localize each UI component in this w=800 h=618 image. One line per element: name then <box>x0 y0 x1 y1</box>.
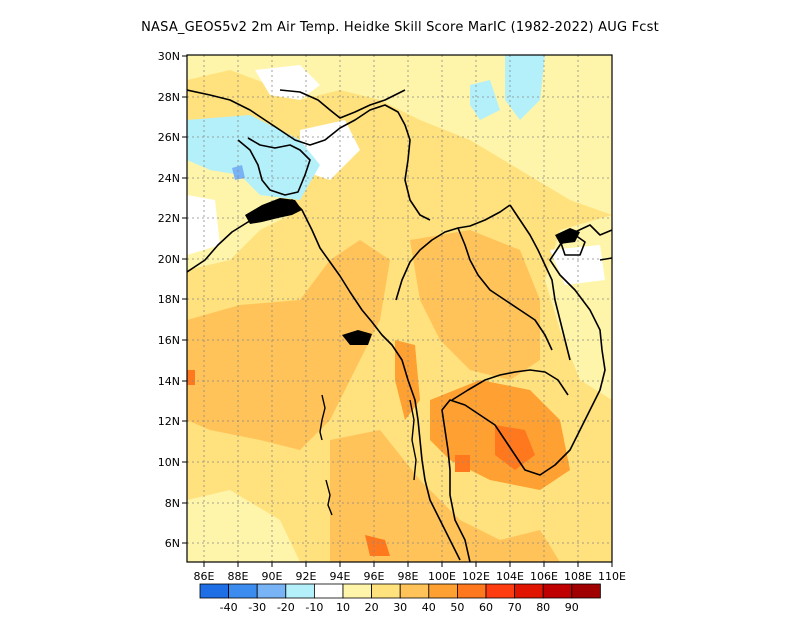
east-white-region <box>550 245 605 285</box>
south-red-spot <box>365 535 390 556</box>
lon-label: 100E <box>428 570 456 583</box>
longitude-labels: 86E 88E 90E 92E 94E 96E 98E 100E 102E 10… <box>194 570 626 583</box>
lon-label: 88E <box>228 570 249 583</box>
lon-label: 86E <box>194 570 215 583</box>
thailand-laos-border <box>457 227 553 351</box>
ganges-delta <box>245 198 302 224</box>
lat-label: 12N <box>158 415 180 428</box>
andaman-islands <box>319 394 326 441</box>
lat-label: 14N <box>158 375 180 388</box>
lon-label: 94E <box>330 570 351 583</box>
lon-label: 92E <box>296 570 317 583</box>
colorbar: -40 -30 -20 -10 10 20 30 40 50 60 70 80 … <box>199 583 601 614</box>
gulf-coastline <box>441 224 612 562</box>
colorbar-box-11 <box>514 583 544 599</box>
bangladesh-border <box>237 137 311 196</box>
south-orange-region <box>330 430 560 562</box>
vietnam-laos-border <box>509 204 571 361</box>
south-light-yellow-region <box>187 490 300 562</box>
lon-label: 98E <box>398 570 419 583</box>
northern-border <box>187 89 431 221</box>
shaded-field <box>187 55 612 562</box>
colorbar-box-2 <box>256 583 287 599</box>
lat-label: 6N <box>165 537 180 550</box>
colorbar-label: 60 <box>479 601 493 614</box>
colorbar-box-3 <box>285 583 315 599</box>
myanmar-thailand-border <box>395 204 511 301</box>
nicobar-islands <box>325 479 333 516</box>
colorbar-label: -30 <box>248 601 266 614</box>
colorbar-label: 10 <box>336 601 350 614</box>
lat-label: 16N <box>158 334 180 347</box>
colorbar-box-7 <box>399 583 430 599</box>
red-river-delta <box>555 228 580 244</box>
irrawaddy-delta <box>342 330 372 345</box>
colorbar-box-6 <box>371 583 401 599</box>
colorbar-label: 90 <box>565 601 579 614</box>
thailand-orange-region <box>410 230 540 380</box>
north-white-region <box>255 65 320 100</box>
lat-label: 18N <box>158 293 180 306</box>
colorbar-labels: -40 -30 -20 -10 10 20 30 40 50 60 70 80 … <box>220 601 579 614</box>
colorbar-label: -40 <box>220 601 238 614</box>
colorbar-box-12 <box>542 583 573 599</box>
colorbar-label: 80 <box>536 601 550 614</box>
mergui-islands <box>409 399 417 481</box>
colorbar-label: 30 <box>393 601 407 614</box>
chart-title: NASA_GEOS5v2 2m Air Temp. Heidke Skill S… <box>141 20 659 35</box>
ne-blue-region <box>505 55 545 120</box>
latitude-labels: 30N 28N 26N 24N 22N 20N 18N 16N 14N 12N … <box>158 50 180 550</box>
mekong-red-region <box>495 425 535 470</box>
west-white-region <box>187 195 220 255</box>
colorbar-box-13 <box>571 583 601 599</box>
islands <box>319 394 417 516</box>
lon-label: 96E <box>364 570 385 583</box>
lon-label: 108E <box>564 570 592 583</box>
lon-label: 90E <box>262 570 283 583</box>
gulf-red-spot <box>455 455 470 472</box>
lat-label: 10N <box>158 456 180 469</box>
colorbar-box-5 <box>342 583 373 599</box>
india-northeast-border <box>279 89 406 119</box>
lon-label: 104E <box>496 570 524 583</box>
hainan-east <box>599 257 612 261</box>
lat-label: 28N <box>158 91 180 104</box>
colorbar-label: -20 <box>277 601 295 614</box>
colorbar-box-4 <box>313 583 344 599</box>
colorbar-label: 70 <box>508 601 522 614</box>
colorbar-box-9 <box>456 583 487 599</box>
lon-label: 110E <box>598 570 626 583</box>
tick-marks <box>182 55 613 567</box>
colorbar-label: 40 <box>422 601 436 614</box>
colorbar-box-1 <box>228 583 258 599</box>
lat-label: 8N <box>165 497 180 510</box>
colorbar-label: 20 <box>365 601 379 614</box>
colorbar-box-10 <box>485 583 516 599</box>
lat-label: 24N <box>158 172 180 185</box>
colorbar-label: 50 <box>450 601 464 614</box>
west-orange-region <box>187 240 390 450</box>
plot-frame <box>186 54 613 563</box>
lat-label: 22N <box>158 212 180 225</box>
lon-label: 106E <box>530 570 558 583</box>
colorbar-box-8 <box>428 583 458 599</box>
lon-label: 102E <box>462 570 490 583</box>
colorbar-label: -10 <box>305 601 323 614</box>
lat-label: 26N <box>158 131 180 144</box>
grid-lines <box>187 55 612 562</box>
nne-blue-region <box>470 80 500 120</box>
cambodia-border <box>451 369 569 401</box>
west-red-spot <box>187 370 195 385</box>
dark-blue-spot <box>232 165 245 180</box>
lat-label: 20N <box>158 253 180 266</box>
colorbar-box-0 <box>199 583 230 599</box>
lat-label: 30N <box>158 50 180 63</box>
